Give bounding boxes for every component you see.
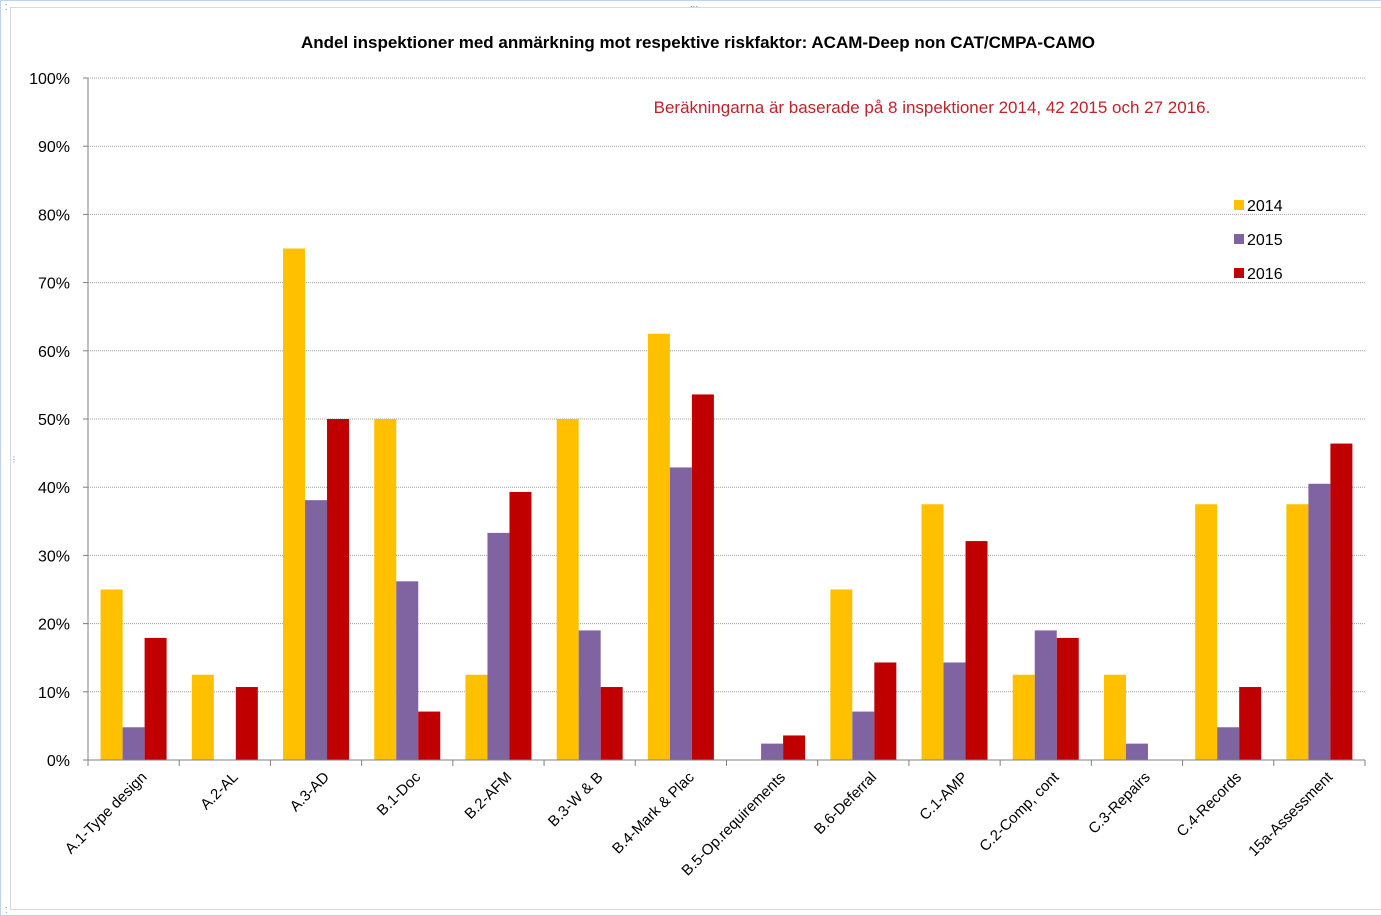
bar-2014 — [1012, 674, 1035, 760]
y-tick-label: 10% — [38, 685, 70, 702]
bar-2015 — [1125, 743, 1148, 760]
x-category-label: 15a-Assessment — [1245, 768, 1337, 860]
legend-swatch-2014 — [1234, 200, 1244, 210]
bar-2014 — [374, 419, 397, 760]
resize-handle-left[interactable]: ⋮ — [10, 455, 18, 464]
y-tick-label: 60% — [38, 344, 70, 361]
bar-2016 — [1330, 443, 1353, 760]
axes — [87, 78, 1366, 766]
bar-2016 — [1239, 687, 1262, 760]
legend: 2014 2015 2016 — [1234, 198, 1283, 283]
bar-2015 — [396, 581, 419, 760]
bar-2014 — [1195, 504, 1218, 760]
bar-2016 — [235, 687, 258, 760]
bar-2015 — [761, 743, 784, 760]
bar-2015 — [122, 727, 145, 760]
bar-2016 — [418, 711, 441, 760]
y-tick-label: 30% — [38, 548, 70, 565]
bar-2016 — [691, 394, 714, 760]
bar-2015 — [578, 630, 601, 760]
y-tick-label: 70% — [38, 276, 70, 293]
chart-title: Andel inspektioner med anmärkning mot re… — [301, 33, 1095, 52]
y-tick-label: 90% — [38, 139, 70, 156]
bar-2014 — [1103, 674, 1126, 760]
legend-label: 2014 — [1247, 198, 1283, 215]
bar-2016 — [600, 687, 623, 760]
legend-label: 2015 — [1247, 232, 1283, 249]
x-category-label: B.1-Doc — [374, 768, 425, 819]
bar-2015 — [305, 500, 328, 760]
resize-handle-top[interactable]: ⋯ — [690, 2, 698, 11]
x-category-label: C.4-Records — [1173, 769, 1245, 841]
bar-2014 — [921, 504, 944, 760]
x-category-label: C.1-AMP — [916, 769, 971, 824]
bar-2016 — [965, 541, 988, 760]
y-tick-label: 0% — [47, 753, 70, 770]
bar-2014 — [100, 589, 123, 760]
x-category-label: B.4-Mark & Plac — [609, 768, 698, 857]
x-category-label: C.3-Repairs — [1085, 769, 1154, 838]
resize-handle-top-left[interactable]: ⁚ — [5, 3, 8, 12]
x-category-label: A.3-AD — [287, 769, 333, 815]
bar-2015 — [487, 532, 510, 760]
bar-2015 — [1308, 483, 1331, 760]
bar-2015 — [1217, 727, 1240, 760]
x-category-label: A.1-Type design — [62, 769, 151, 858]
x-category-label: B.2-AFM — [461, 769, 515, 823]
legend-label: 2016 — [1247, 266, 1283, 283]
bar-2014 — [830, 589, 853, 760]
grid-lines — [88, 77, 1365, 693]
bar-2016 — [144, 637, 167, 760]
bar-2015 — [1034, 630, 1057, 760]
bars — [100, 248, 1353, 760]
bar-2016 — [1056, 637, 1079, 760]
y-tick-label: 20% — [38, 617, 70, 634]
chart-annotation: Beräkningarna är baserade på 8 inspektio… — [654, 98, 1211, 117]
bar-2015 — [943, 662, 966, 760]
resize-handle-bottom-left[interactable]: ⁚ — [5, 906, 8, 915]
y-tick-label: 100% — [29, 71, 70, 88]
x-category-label: C.2-Comp, cont — [976, 768, 1063, 855]
bar-2016 — [327, 419, 350, 760]
bar-2014 — [191, 674, 214, 760]
y-tick-label: 80% — [38, 207, 70, 224]
bar-2014 — [465, 674, 488, 760]
x-category-label: A.2-AL — [197, 769, 241, 813]
chart-area-border — [10, 7, 1381, 910]
x-category-label: B.6-Deferral — [811, 769, 880, 838]
x-category-label: B.5-Op.requirements — [678, 769, 788, 879]
x-category-label: B.3-W & B — [545, 769, 607, 831]
legend-swatch-2016 — [1234, 268, 1244, 278]
bar-2014 — [1286, 504, 1309, 760]
legend-swatch-2015 — [1234, 234, 1244, 244]
x-axis-labels: A.1-Type design A.2-AL A.3-AD B.1-Doc B.2-AF… — [62, 768, 1337, 879]
y-tick-label: 40% — [38, 480, 70, 497]
bar-2014 — [283, 248, 306, 760]
y-axis-ticks: 0% 10% 20% 30% 40% 50% 60% 70% 80% 90% 100% — [29, 71, 88, 770]
bar-2014 — [556, 419, 579, 760]
bar-2015 — [852, 711, 875, 760]
bar-2016 — [783, 735, 806, 760]
bar-2016 — [509, 491, 532, 760]
bar-2014 — [647, 333, 670, 760]
y-tick-label: 50% — [38, 412, 70, 429]
bar-2016 — [874, 662, 897, 760]
bar-2015 — [669, 467, 692, 760]
